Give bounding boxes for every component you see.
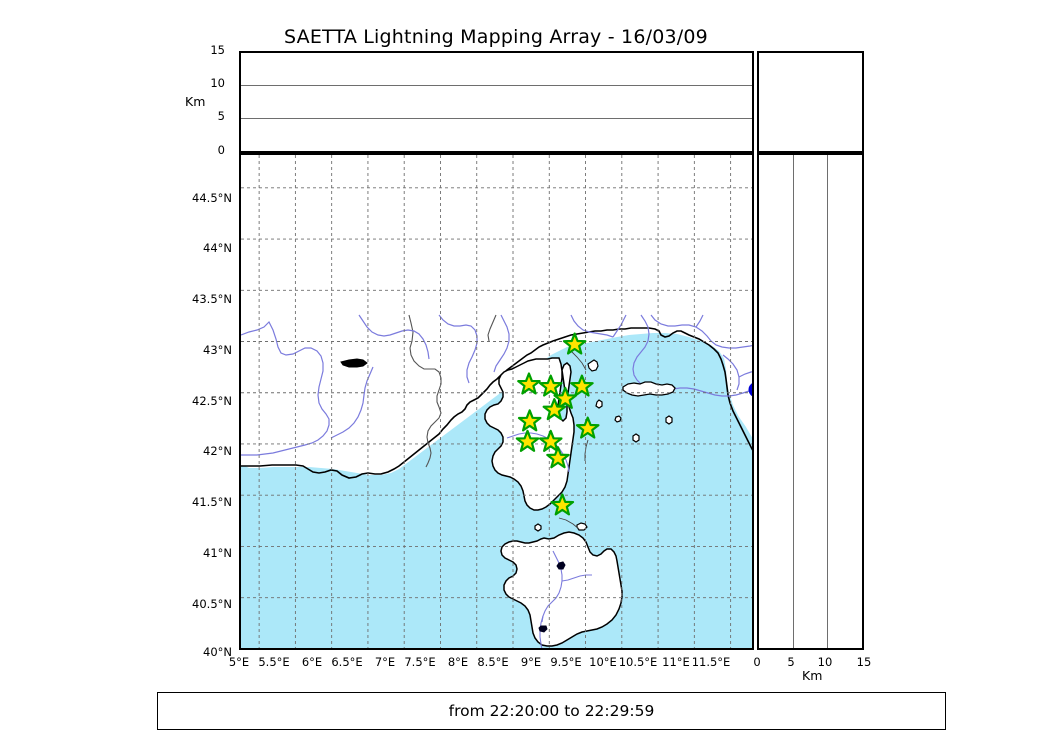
- top-panel-gridline-5: [241, 117, 752, 119]
- map-xtick-5-5: 5.5°E: [258, 655, 290, 669]
- map-xtick-7: 7°E: [374, 655, 396, 669]
- top-panel-ytick-15: 15: [210, 43, 225, 57]
- side-panel-xtick-5: 5: [787, 655, 795, 669]
- side-panel-xlabel: Km: [802, 668, 823, 683]
- map-xtick-7-5: 7.5°E: [404, 655, 436, 669]
- station-marker[interactable]: [570, 374, 594, 397]
- map-xtick-8-5: 8.5°E: [477, 655, 509, 669]
- station-marker[interactable]: [542, 398, 567, 421]
- lightning-source-marker[interactable]: [748, 382, 755, 397]
- station-marker[interactable]: [546, 446, 570, 469]
- map-ytick-41: 41°N: [203, 546, 232, 560]
- map-xtick-10: 10°E: [589, 655, 617, 669]
- side-panel-xtick-10: 10: [817, 655, 833, 669]
- map-xtick-10-5: 10.5°E: [618, 655, 658, 669]
- top-panel-gridline-10: [241, 85, 752, 86]
- side-panel-xtick-0: 0: [753, 655, 761, 669]
- station-marker[interactable]: [517, 409, 542, 432]
- station-marker[interactable]: [562, 332, 587, 355]
- station-marker[interactable]: [553, 386, 578, 409]
- map-ytick-40: 40°N: [203, 645, 232, 659]
- top-panel-ytick-5: 5: [217, 109, 225, 123]
- station-marker[interactable]: [538, 374, 563, 397]
- page-title: SAETTA Lightning Mapping Array - 16/03/0…: [284, 26, 708, 48]
- status-bar: from 22:20:00 to 22:29:59: [157, 692, 946, 730]
- map-xtick-8: 8°E: [447, 655, 469, 669]
- side-altitude-panel[interactable]: [757, 153, 864, 650]
- station-marker[interactable]: [517, 372, 541, 395]
- map-ytick-43-5: 43.5°N: [192, 292, 232, 306]
- map-xtick-5: 5°E: [228, 655, 250, 669]
- map-xtick-11: 11°E: [662, 655, 690, 669]
- map-ytick-42: 42°N: [203, 444, 232, 458]
- map-graphic: [241, 155, 755, 648]
- map-ytick-44: 44°N: [203, 241, 232, 255]
- top-panel-ytick-0: 0: [217, 143, 225, 157]
- map-ytick-41-5: 41.5°N: [192, 495, 232, 509]
- map-ytick-40-5: 40.5°N: [192, 597, 232, 611]
- status-text: from 22:20:00 to 22:29:59: [448, 702, 655, 720]
- map-ytick-44-5: 44.5°N: [192, 191, 232, 205]
- map-ytick-42-5: 42.5°N: [192, 394, 232, 408]
- station-marker[interactable]: [538, 429, 563, 452]
- side-panel-gridline-5: [792, 155, 794, 648]
- station-marker[interactable]: [575, 416, 600, 439]
- side-panel-xtick-15: 15: [856, 655, 872, 669]
- side-panel-gridline-10: [826, 155, 828, 648]
- map-xtick-11-5: 11.5°E: [691, 655, 731, 669]
- map-xtick-9: 9°E: [520, 655, 542, 669]
- map-panel[interactable]: [239, 153, 754, 650]
- corner-panel: [757, 51, 864, 153]
- top-altitude-panel[interactable]: [239, 51, 754, 153]
- top-panel-ylabel: Km: [185, 94, 206, 109]
- map-xtick-9-5: 9.5°E: [550, 655, 582, 669]
- top-panel-ytick-10: 10: [210, 76, 225, 90]
- map-xtick-6-5: 6.5°E: [331, 655, 363, 669]
- map-ytick-43: 43°N: [203, 343, 232, 357]
- station-marker[interactable]: [515, 429, 540, 452]
- map-xtick-6: 6°E: [301, 655, 323, 669]
- station-marker[interactable]: [550, 493, 575, 516]
